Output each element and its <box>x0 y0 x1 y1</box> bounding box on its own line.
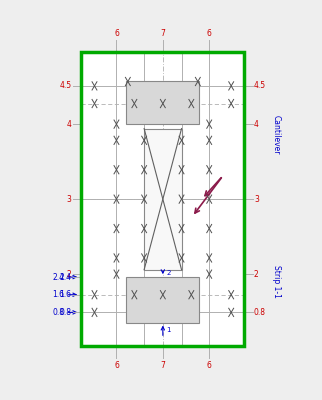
Text: 2: 2 <box>254 270 259 279</box>
Bar <box>81 52 244 346</box>
Text: 6: 6 <box>207 29 212 38</box>
Text: 0.8: 0.8 <box>254 308 266 317</box>
Text: Cantilever: Cantilever <box>271 115 280 154</box>
Text: 4: 4 <box>254 120 259 129</box>
Text: 7: 7 <box>160 29 165 38</box>
Text: 6: 6 <box>207 361 212 370</box>
Text: 4: 4 <box>67 120 72 129</box>
Text: 4.5: 4.5 <box>254 82 266 90</box>
Text: 6: 6 <box>114 361 119 370</box>
Text: 3: 3 <box>254 195 259 204</box>
Text: 7: 7 <box>160 361 165 370</box>
Text: 2.4: 2.4 <box>60 272 72 282</box>
Text: Strip 1-1: Strip 1-1 <box>271 265 280 298</box>
Text: 0.8: 0.8 <box>60 308 72 317</box>
Bar <box>81 52 244 346</box>
Text: 4.5: 4.5 <box>60 82 72 90</box>
Bar <box>126 277 199 323</box>
Text: 0.8: 0.8 <box>52 308 64 317</box>
Text: 1.6: 1.6 <box>60 290 72 299</box>
Bar <box>126 82 199 124</box>
Text: 2.4: 2.4 <box>52 272 64 282</box>
Text: 1: 1 <box>166 327 171 333</box>
Text: 6: 6 <box>114 29 119 38</box>
Text: 2: 2 <box>166 270 171 276</box>
Bar <box>144 128 182 270</box>
Text: 1.6: 1.6 <box>52 290 64 299</box>
Text: 2: 2 <box>67 270 72 279</box>
Text: 3: 3 <box>67 195 72 204</box>
